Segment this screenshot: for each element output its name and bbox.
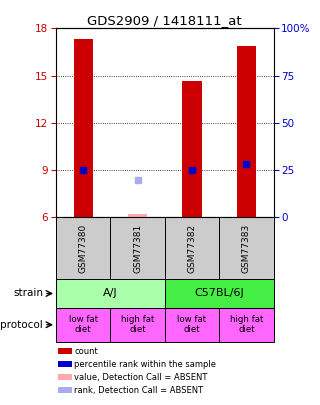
Bar (182, 81, 202, 217)
Text: protocol: protocol (0, 320, 43, 330)
Bar (219, 308, 274, 342)
Bar (237, 46, 256, 217)
Text: GSM77380: GSM77380 (79, 224, 88, 273)
Text: A/J: A/J (103, 288, 118, 298)
Bar (56, 279, 165, 308)
Text: C57BL/6J: C57BL/6J (194, 288, 244, 298)
Bar (58, 374, 72, 380)
Text: count: count (75, 347, 98, 356)
Bar (110, 308, 165, 342)
Bar (165, 217, 219, 279)
Text: GSM77381: GSM77381 (133, 224, 142, 273)
Text: GSM77382: GSM77382 (188, 224, 196, 273)
Bar (165, 279, 274, 308)
Bar (219, 217, 274, 279)
Text: percentile rank within the sample: percentile rank within the sample (75, 360, 217, 369)
Bar (128, 214, 147, 217)
Bar (56, 217, 110, 279)
Text: GSM77383: GSM77383 (242, 224, 251, 273)
Text: value, Detection Call = ABSENT: value, Detection Call = ABSENT (75, 373, 208, 382)
Text: low fat
diet: low fat diet (68, 315, 98, 335)
Text: low fat
diet: low fat diet (177, 315, 207, 335)
Bar (58, 348, 72, 354)
Bar (56, 308, 110, 342)
Bar (74, 39, 93, 217)
Title: GDS2909 / 1418111_at: GDS2909 / 1418111_at (87, 14, 242, 27)
Text: high fat
diet: high fat diet (230, 315, 263, 335)
Text: strain: strain (13, 288, 43, 298)
Bar (110, 217, 165, 279)
Bar (58, 387, 72, 393)
Bar (58, 361, 72, 367)
Text: rank, Detection Call = ABSENT: rank, Detection Call = ABSENT (75, 386, 204, 395)
Text: high fat
diet: high fat diet (121, 315, 154, 335)
Bar (165, 308, 219, 342)
